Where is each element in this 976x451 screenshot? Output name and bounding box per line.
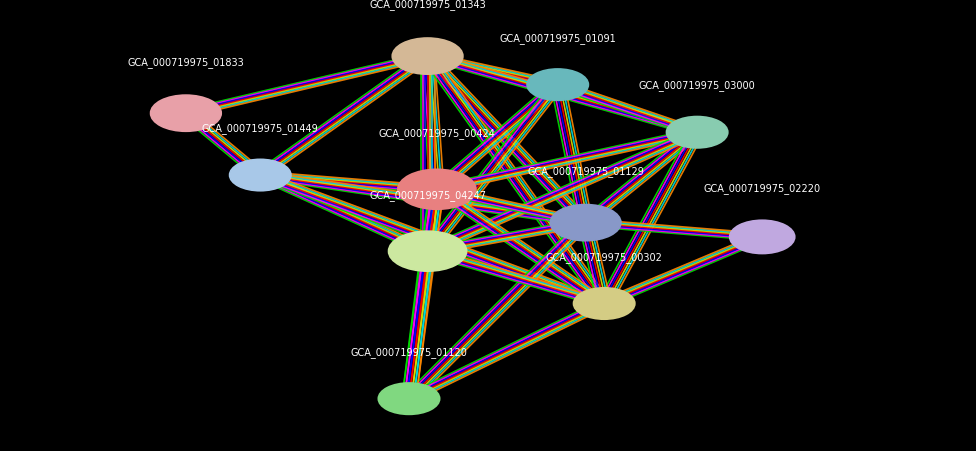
Text: GCA_000719975_01091: GCA_000719975_01091 — [500, 33, 616, 44]
Circle shape — [392, 39, 463, 75]
Text: GCA_000719975_04247: GCA_000719975_04247 — [369, 190, 486, 201]
Text: GCA_000719975_00424: GCA_000719975_00424 — [379, 128, 495, 139]
Circle shape — [229, 160, 291, 191]
Circle shape — [730, 221, 794, 254]
Circle shape — [527, 70, 589, 101]
Text: GCA_000719975_03000: GCA_000719975_03000 — [638, 80, 755, 91]
Text: GCA_000719975_01449: GCA_000719975_01449 — [202, 123, 318, 134]
Text: GCA_000719975_01120: GCA_000719975_01120 — [350, 346, 468, 357]
Circle shape — [398, 170, 476, 210]
Text: GCA_000719975_01343: GCA_000719975_01343 — [369, 0, 486, 10]
Text: GCA_000719975_00302: GCA_000719975_00302 — [546, 251, 663, 262]
Circle shape — [379, 383, 439, 414]
Circle shape — [574, 288, 634, 319]
Circle shape — [550, 205, 621, 241]
Text: GCA_000719975_01833: GCA_000719975_01833 — [128, 56, 244, 67]
Circle shape — [150, 96, 222, 132]
Text: GCA_000719975_02220: GCA_000719975_02220 — [704, 183, 821, 193]
Circle shape — [388, 232, 467, 272]
Text: GCA_000719975_01129: GCA_000719975_01129 — [527, 166, 644, 177]
Circle shape — [667, 117, 728, 148]
